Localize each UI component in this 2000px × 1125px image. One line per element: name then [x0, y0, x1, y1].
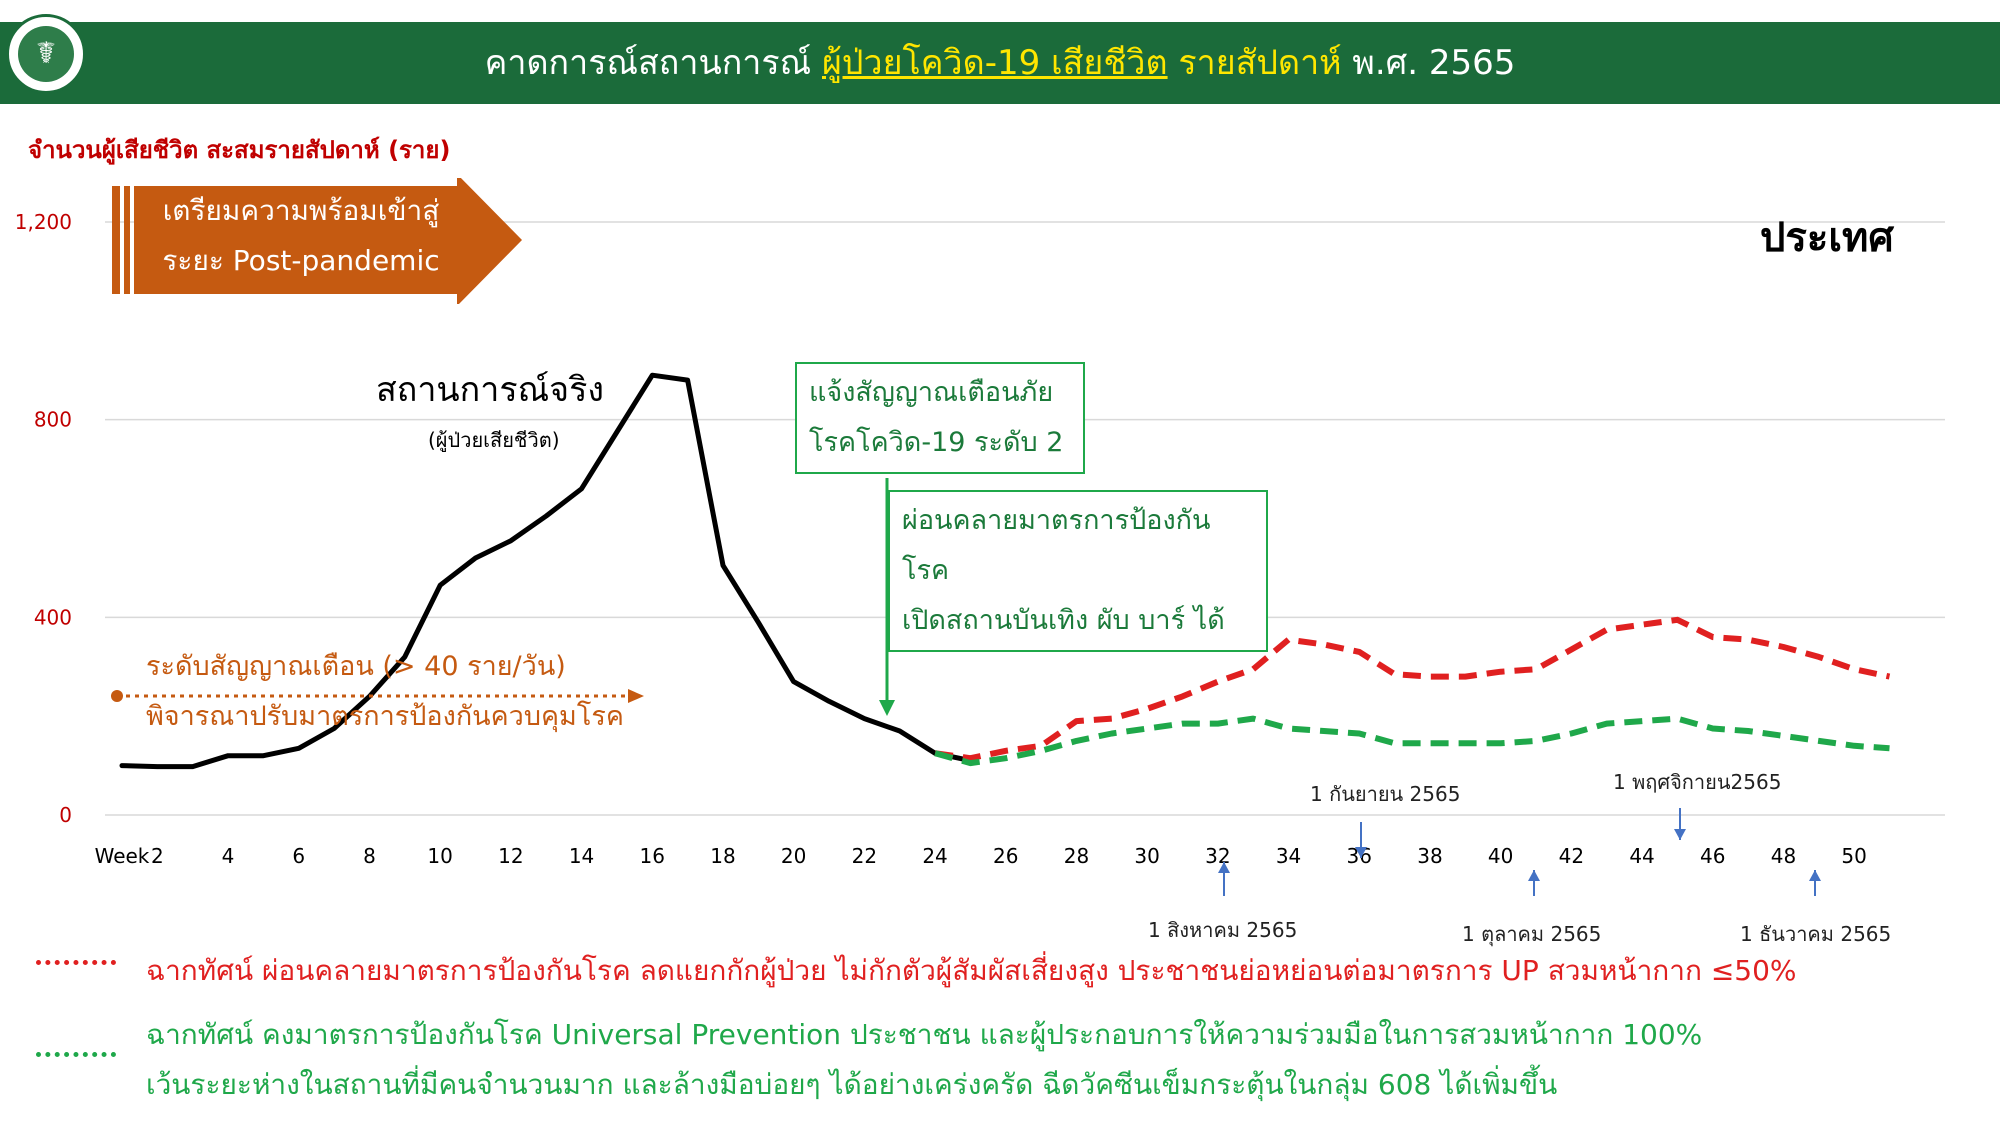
x-tick-label: 16 [640, 844, 665, 868]
x-tick-label: 12 [498, 844, 523, 868]
title-prefix: คาดการณ์สถานการณ์ [484, 43, 822, 83]
relax-arrowhead [879, 700, 895, 716]
x-tick-label: 28 [1064, 844, 1089, 868]
ministry-seal-logo: ☤ [6, 14, 86, 94]
legend-red-text: ฉากทัศน์ ผ่อนคลายมาตรการป้องกันโรค ลดแยก… [146, 954, 1797, 987]
title-suffix: พ.ศ. 2565 [1341, 43, 1516, 83]
x-tick-label: 32 [1205, 844, 1230, 868]
relax-box-line2: เปิดสถานบันเทิง ผับ บาร์ ได้ [902, 605, 1225, 636]
date-marker-nov: 1 พฤศจิกายน2565 [1613, 770, 1782, 794]
alert-box-line2: โรคโควิด-19 ระดับ 2 [809, 427, 1064, 458]
legend-red-dots [36, 960, 116, 965]
x-tick-label: 24 [922, 844, 947, 868]
relax-box-line1: ผ่อนคลายมาตรการป้องกันโรค [902, 505, 1211, 586]
legend-green-dots [36, 1052, 116, 1057]
y-tick-label: 0 [59, 803, 72, 827]
date-marker-dec: 1 ธันวาคม 2565 [1740, 922, 1892, 946]
date-arrow-sep-head [1355, 847, 1367, 858]
x-tick-label: 46 [1700, 844, 1725, 868]
date-arrow-aug-head [1218, 862, 1230, 873]
x-tick-label: 2 [151, 844, 164, 868]
date-arrow-dec-head [1809, 870, 1821, 881]
x-tick-label: 18 [710, 844, 735, 868]
series-line-maintain [934, 715, 1890, 767]
legend-green-text-line1: ฉากทัศน์ คงมาตรการป้องกันโรค Universal P… [146, 1018, 1703, 1051]
y-tick-label: 400 [34, 605, 72, 629]
y-tick-label: 1,200 [15, 210, 72, 234]
alert-threshold-text: ระดับสัญญาณเตือน (> 40 ราย/วัน) พิจารณาป… [146, 642, 624, 742]
alert-box-line1: แจ้งสัญญาณเตือนภัย [809, 377, 1054, 408]
y-tick-label: 800 [34, 408, 72, 432]
legend-green-text-line2: เว้นระยะห่างในสถานที่มีคนจำนวนมาก และล้า… [146, 1068, 1558, 1101]
x-axis-title: Week [95, 844, 150, 868]
x-tick-label: 42 [1559, 844, 1584, 868]
x-tick-label: 6 [292, 844, 305, 868]
threshold-arrowhead [628, 689, 644, 703]
date-marker-aug: 1 สิงหาคม 2565 [1148, 918, 1298, 942]
banner-line1: เตรียมความพร้อมเข้าสู่ [162, 194, 440, 227]
actual-situation-sublabel: (ผู้ป่วยเสียชีวิต) [428, 428, 560, 452]
x-tick-labels: Week 2 4 6 8 10 12 14 16 18 20 22 24 26 28 30 32 34 36 38 40… [95, 844, 1867, 868]
date-arrow-oct-head [1528, 870, 1540, 881]
country-label: ประเทศ [1760, 215, 1894, 261]
x-tick-label: 34 [1276, 844, 1301, 868]
actual-situation-label: สถานการณ์จริง [376, 370, 604, 410]
x-tick-label: 22 [852, 844, 877, 868]
x-tick-label: 26 [993, 844, 1018, 868]
x-tick-label: 8 [363, 844, 376, 868]
x-tick-label: 50 [1841, 844, 1866, 868]
title-middle: รายสัปดาห์ [1167, 43, 1342, 83]
alert-threshold-line1: ระดับสัญญาณเตือน (> 40 ราย/วัน) [146, 651, 566, 682]
header-bar [0, 22, 2000, 104]
date-marker-oct: 1 ตุลาคม 2565 [1462, 922, 1602, 946]
banner-line2: ระยะ Post-pandemic [162, 244, 440, 277]
date-marker-sep: 1 กันยายน 2565 [1310, 782, 1461, 806]
date-arrow-nov-head [1674, 829, 1686, 840]
x-tick-label: 40 [1488, 844, 1513, 868]
caduceus-icon: ☤ [18, 26, 74, 82]
x-tick-label: 4 [222, 844, 235, 868]
series-line-actual [119, 372, 973, 770]
chart-annotations [111, 478, 1821, 896]
x-tick-label: 44 [1629, 844, 1654, 868]
x-tick-label: 14 [569, 844, 594, 868]
post-pandemic-banner: เตรียมความพร้อมเข้าสู่ ระยะ Post-pandemi… [112, 178, 532, 304]
alert-threshold-line2: พิจารณาปรับมาตรการป้องกันควบคุมโรค [146, 701, 624, 732]
x-tick-label: 30 [1134, 844, 1159, 868]
title-highlight: ผู้ป่วยโควิด-19 เสียชีวิต [822, 43, 1168, 83]
y-tick-labels: 0 400 800 1,200 [15, 210, 72, 827]
x-tick-label: 38 [1417, 844, 1442, 868]
series-lines [119, 372, 1891, 770]
x-tick-label: 48 [1771, 844, 1796, 868]
relax-measures-box: ผ่อนคลายมาตรการป้องกันโรค เปิดสถานบันเทิ… [888, 490, 1268, 652]
alert-level-box: แจ้งสัญญาณเตือนภัย โรคโควิด-19 ระดับ 2 [795, 362, 1085, 474]
page-title: คาดการณ์สถานการณ์ ผู้ป่วยโควิด-19 เสียชี… [0, 22, 2000, 104]
x-tick-label: 10 [427, 844, 452, 868]
x-tick-label: 20 [781, 844, 806, 868]
series-line-relaxed [934, 616, 1891, 762]
y-axis-title: จำนวนผู้เสียชีวิต สะสมรายสัปดาห์ (ราย) [28, 136, 451, 164]
